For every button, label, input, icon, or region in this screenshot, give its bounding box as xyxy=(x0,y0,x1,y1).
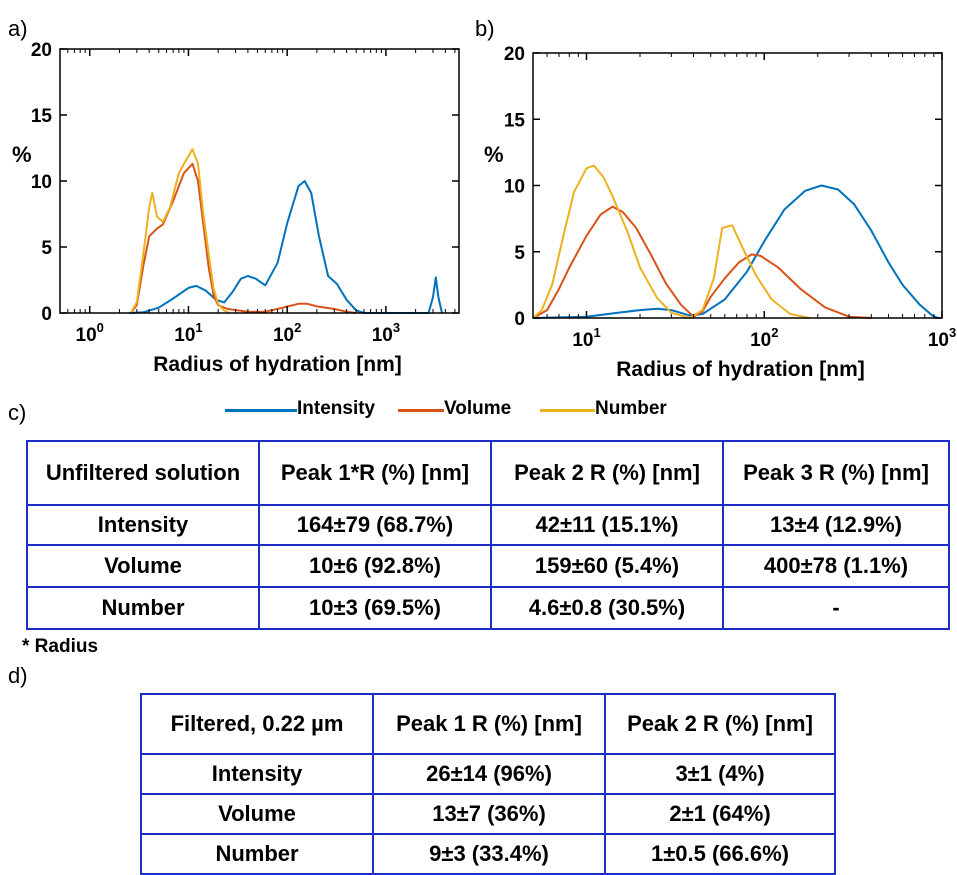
table-cell: 159±60 (5.4%) xyxy=(490,544,724,588)
row-label: Volume xyxy=(140,793,374,835)
table-cell: 164±79 (68.7%) xyxy=(258,504,492,546)
series-line-number xyxy=(532,164,810,319)
series-line-intensity xyxy=(532,184,939,319)
chart-b: 0 5 10 15 20 101 102 103% Radius of hydration [n… xyxy=(484,44,956,381)
legend-swatch-number xyxy=(540,409,595,412)
table-cell: 10±6 (92.8%) xyxy=(258,544,492,588)
legend-swatch-intensity xyxy=(225,409,297,412)
table-row: Number 9±3 (33.4%) 1±0.5 (66.6%) xyxy=(140,833,836,875)
table-cell: 400±78 (1.1%) xyxy=(722,544,950,588)
y-tick-label: 15 xyxy=(504,110,526,131)
row-label: Intensity xyxy=(26,504,260,546)
table-row: Number 10±3 (69.5%) 4.6±0.8 (30.5%) - xyxy=(26,586,950,630)
header-cell: Peak 1 R (%) [nm] xyxy=(372,693,606,755)
table-header-row: Unfiltered solution Peak 1*R (%) [nm] Pe… xyxy=(26,440,950,506)
table-cell: - xyxy=(722,586,950,630)
table-cell: 13±7 (36%) xyxy=(372,793,606,835)
unfiltered-table: Unfiltered solution Peak 1*R (%) [nm] Pe… xyxy=(26,440,950,630)
table-row: Intensity 164±79 (68.7%) 42±11 (15.1%) 1… xyxy=(26,504,950,546)
row-label: Intensity xyxy=(140,753,374,795)
plot-frame xyxy=(532,52,943,319)
y-axis-label: % xyxy=(484,142,504,167)
table-cell: 2±1 (64%) xyxy=(604,793,836,835)
header-cell: Filtered, 0.22 µm xyxy=(140,693,374,755)
chart-a: 0 5 10 15 20 100 101 102 103% Radius of hydration… xyxy=(12,40,460,376)
legend-label-number: Number xyxy=(595,398,667,419)
x-tick-label: 100 xyxy=(76,320,104,346)
y-tick-label: 10 xyxy=(504,177,525,198)
series-line-intensity xyxy=(128,180,443,314)
y-tick-label: 5 xyxy=(514,243,525,264)
panel-label-d: d) xyxy=(8,663,28,688)
legend-label-intensity: Intensity xyxy=(297,398,376,419)
y-tick-label: 20 xyxy=(31,40,52,61)
table-row: Volume 13±7 (36%) 2±1 (64%) xyxy=(140,793,836,835)
table-cell: 3±1 (4%) xyxy=(604,753,836,795)
y-axis-label: % xyxy=(12,142,32,167)
x-tick-label: 101 xyxy=(174,320,202,346)
y-tick-label: 15 xyxy=(31,106,53,127)
table-cell: 13±4 (12.9%) xyxy=(722,504,950,546)
header-cell: Peak 2 R (%) [nm] xyxy=(604,693,836,755)
row-label: Volume xyxy=(26,544,260,588)
x-tick-label: 103 xyxy=(372,320,400,346)
x-tick-label: 102 xyxy=(750,325,778,351)
table-cell: 1±0.5 (66.6%) xyxy=(604,833,836,875)
y-tick-label: 5 xyxy=(41,238,52,259)
row-label: Number xyxy=(140,833,374,875)
header-cell: Peak 1*R (%) [nm] xyxy=(258,440,492,506)
table-row: Volume 10±6 (92.8%) 159±60 (5.4%) 400±78… xyxy=(26,544,950,588)
table-cell: 42±11 (15.1%) xyxy=(490,504,724,546)
header-cell: Peak 2 R (%) [nm] xyxy=(490,440,724,506)
filtered-table: Filtered, 0.22 µm Peak 1 R (%) [nm] Peak… xyxy=(140,693,836,875)
series-line-number xyxy=(129,148,230,314)
y-tick-label: 0 xyxy=(41,304,52,325)
panel-label-c: c) xyxy=(8,400,27,425)
x-tick-label: 103 xyxy=(928,325,956,351)
y-tick-label: 10 xyxy=(31,172,52,193)
x-axis-label: Radius of hydration [nm] xyxy=(153,353,402,376)
table-cell: 10±3 (69.5%) xyxy=(258,586,492,630)
table-footnote: * Radius xyxy=(22,636,99,657)
header-cell: Unfiltered solution xyxy=(26,440,260,506)
table-cell: 4.6±0.8 (30.5%) xyxy=(490,586,724,630)
x-axis-label: Radius of hydration [nm] xyxy=(616,358,865,381)
x-tick-label: 102 xyxy=(273,320,301,346)
table-cell: 26±14 (96%) xyxy=(372,753,606,795)
legend-swatch-volume xyxy=(398,409,444,412)
y-tick-label: 20 xyxy=(504,44,525,65)
header-cell: Peak 3 R (%) [nm] xyxy=(722,440,950,506)
row-label: Number xyxy=(26,586,260,630)
y-tick-label: 0 xyxy=(514,309,525,330)
panel-label-a: a) xyxy=(8,16,28,41)
series-line-volume xyxy=(532,205,872,319)
table-cell: 9±3 (33.4%) xyxy=(372,833,606,875)
plot-frame xyxy=(59,48,460,314)
x-tick-label: 101 xyxy=(572,325,600,351)
panel-label-b: b) xyxy=(475,16,495,41)
legend-label-volume: Volume xyxy=(444,398,512,419)
table-header-row: Filtered, 0.22 µm Peak 1 R (%) [nm] Peak… xyxy=(140,693,836,755)
series-line-volume xyxy=(129,162,357,314)
table-row: Intensity 26±14 (96%) 3±1 (4%) xyxy=(140,753,836,795)
